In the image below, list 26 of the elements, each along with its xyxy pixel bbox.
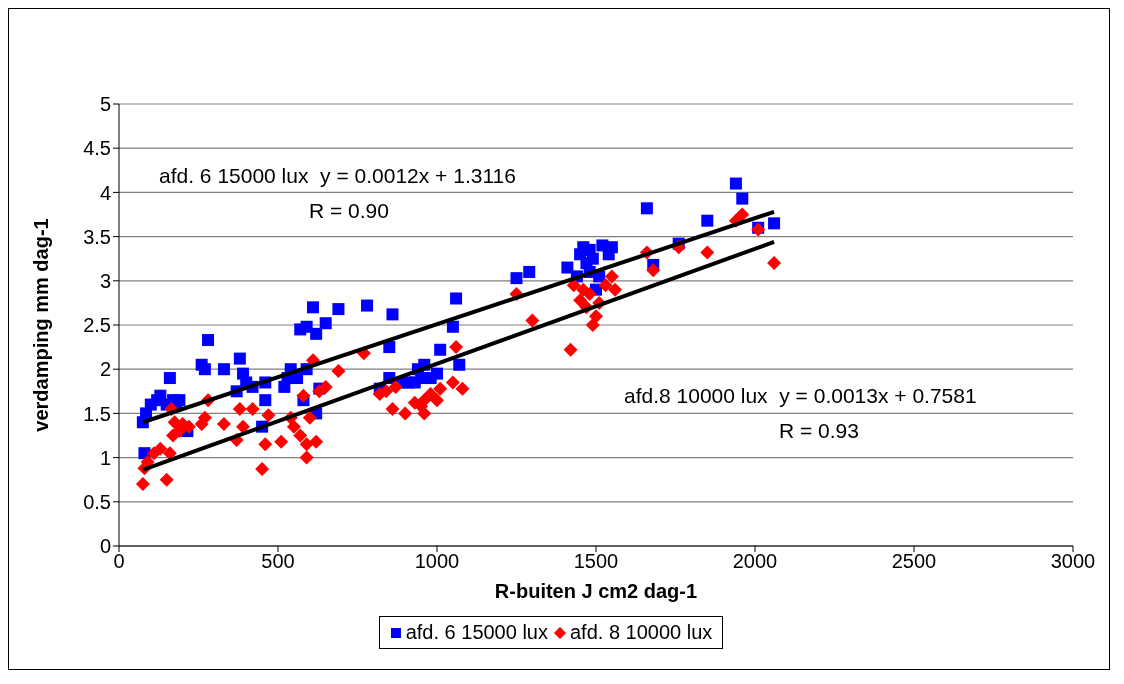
x-tick-label: 500 (261, 550, 295, 573)
annotation: R = 0.90 (309, 199, 389, 223)
x-tick-label: 2000 (732, 550, 778, 573)
y-tick-label: 3.5 (83, 225, 111, 248)
y-tick-label: 2.5 (83, 314, 111, 337)
y-tick-label: 4 (99, 181, 111, 204)
annotation: afd.8 10000 lux y = 0.0013x + 0.7581 (624, 384, 977, 408)
y-tick-label: 2 (99, 358, 111, 381)
x-tick-label: 1000 (414, 550, 460, 573)
y-tick-label: 0 (99, 535, 111, 558)
y-tick-label: 5 (99, 93, 111, 116)
annotation: afd. 6 15000 lux y = 0.0012x + 1.3116 (159, 164, 516, 188)
y-tick-label: 1.5 (83, 402, 111, 425)
legend-label: afd. 6 15000 lux (405, 621, 548, 644)
legend-label: afd. 8 10000 lux (570, 621, 713, 644)
y-tick-label: 4.5 (83, 137, 111, 160)
x-tick-label: 3000 (1050, 550, 1096, 573)
x-axis-title: R-buiten J cm2 dag-1 (494, 580, 698, 602)
annotation: R = 0.93 (779, 419, 859, 443)
y-tick-label: 3 (99, 269, 111, 292)
x-tick-label: 2500 (891, 550, 937, 573)
y-tick-label: 1 (99, 446, 111, 469)
x-tick-label: 1500 (573, 550, 619, 573)
x-tick-label: 0 (113, 550, 125, 573)
y-axis-title: verdamping mm dag-1 (30, 218, 53, 432)
y-tick-label: 0.5 (83, 490, 111, 513)
